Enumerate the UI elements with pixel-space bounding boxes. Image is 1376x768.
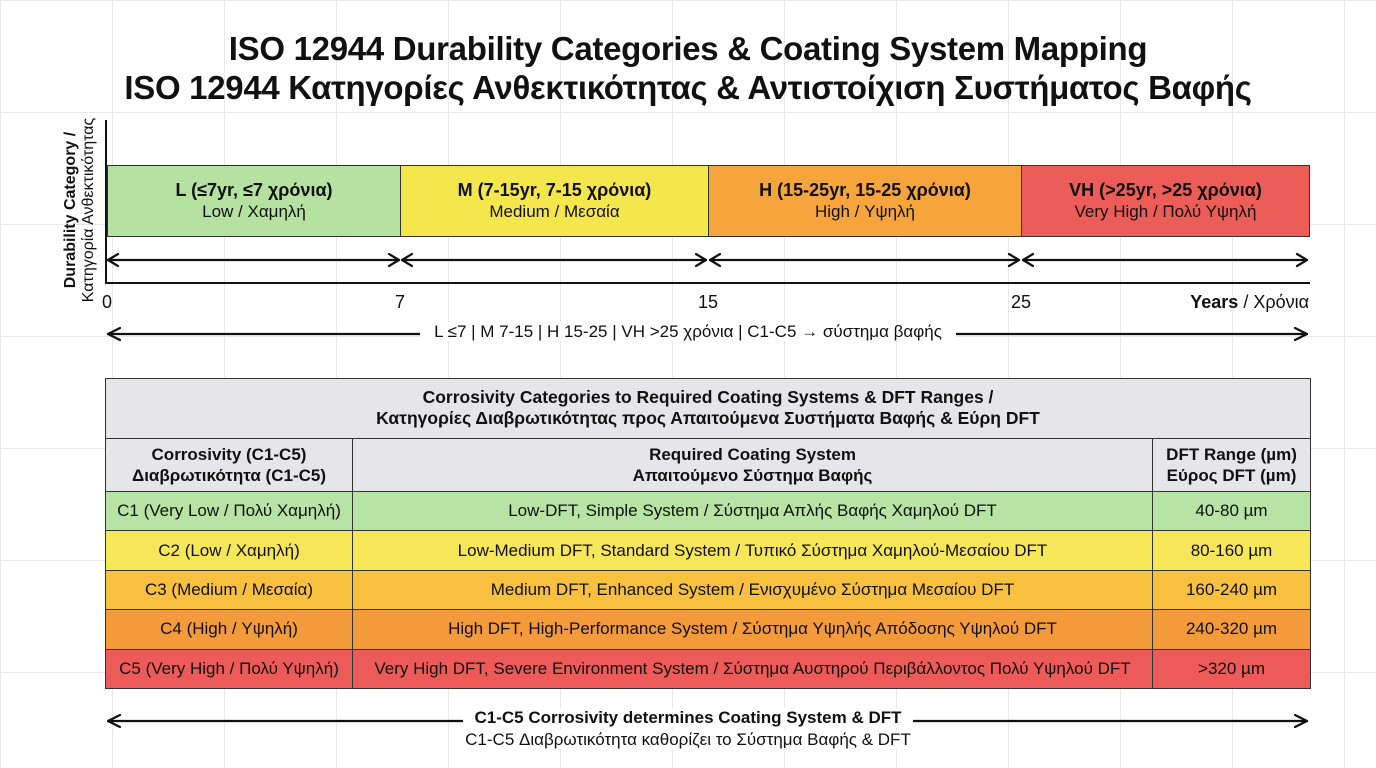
footer-line-gr: C1-C5 Διαβρωτικότητα καθορίζει το Σύστημ… xyxy=(453,730,923,749)
cell-dft: 40-80 µm xyxy=(1151,491,1312,532)
cell-category: C2 (Low / Χαμηλή) xyxy=(105,530,353,571)
cell-category: C1 (Very Low / Πολύ Χαμηλή) xyxy=(105,491,353,532)
footer-line-en: C1-C5 Corrosivity determines Coating Sys… xyxy=(462,708,914,727)
table-row-c3: C3 (Medium / Μεσαία) Medium DFT, Enhance… xyxy=(105,569,1312,611)
x-tick-0: 0 xyxy=(101,292,113,312)
x-unit-gr: / Χρόνια xyxy=(1238,292,1309,312)
band-low: L (≤7yr, ≤7 χρόνια) Low / Χαμηλή xyxy=(107,165,401,237)
cell-category: C3 (Medium / Μεσαία) xyxy=(105,569,353,611)
cell-system: Low-Medium DFT, Standard System / Τυπικό… xyxy=(352,530,1153,571)
x-axis-unit: Years / Χρόνια xyxy=(1190,292,1309,313)
col-header-dft: DFT Range (µm) Εύρος DFT (µm) xyxy=(1151,437,1312,493)
x-tick-7: 7 xyxy=(394,292,406,312)
band-very-high-sublabel: Very High / Πολύ Υψηλή xyxy=(1074,202,1257,221)
band-very-high: VH (>25yr, >25 χρόνια) Very High / Πολύ … xyxy=(1021,165,1310,237)
col-header-corrosivity-gr: Διαβρωτικότητα (C1-C5) xyxy=(131,465,326,485)
col-header-corrosivity-en: Corrosivity (C1-C5) xyxy=(151,444,307,464)
band-high: H (15-25yr, 15-25 χρόνια) High / Υψηλή xyxy=(708,165,1022,237)
band-medium-sublabel: Medium / Μεσαία xyxy=(489,202,620,221)
y-axis-line xyxy=(105,120,107,284)
page-subtitle: ISO 12944 Κατηγορίες Ανθεκτικότητας & Αν… xyxy=(124,69,1252,106)
cell-system: High DFT, High-Performance System / Σύστ… xyxy=(352,609,1153,650)
table-row-c1: C1 (Very Low / Πολύ Χαμηλή) Low-DFT, Sim… xyxy=(105,491,1312,532)
cell-category: C5 (Very High / Πολύ Υψηλή) xyxy=(105,648,353,690)
cell-dft: >320 µm xyxy=(1151,648,1312,690)
table-row-c2: C2 (Low / Χαμηλή) Low-Medium DFT, Standa… xyxy=(105,530,1312,571)
col-header-corrosivity: Corrosivity (C1-C5) Διαβρωτικότητα (C1-C… xyxy=(105,437,353,493)
table-row-c4: C4 (High / Υψηλή) High DFT, High-Perform… xyxy=(105,609,1312,650)
table-title: Corrosivity Categories to Required Coati… xyxy=(104,378,1312,439)
table-title-en: Corrosivity Categories to Required Coati… xyxy=(422,387,994,408)
col-header-dft-en: DFT Range (µm) xyxy=(1166,444,1297,464)
page-title: ISO 12944 Durability Categories & Coatin… xyxy=(228,30,1148,67)
cell-dft: 160-240 µm xyxy=(1151,569,1312,611)
band-low-label: L (≤7yr, ≤7 χρόνια) xyxy=(175,180,333,200)
col-header-dft-gr: Εύρος DFT (µm) xyxy=(1166,465,1297,485)
band-high-sublabel: High / Υψηλή xyxy=(815,202,915,221)
band-low-sublabel: Low / Χαμηλή xyxy=(202,202,306,221)
timeline-summary-text: L ≤7 | M 7-15 | H 15-25 | VH >25 χρόνια … xyxy=(420,322,956,341)
col-header-system: Required Coating System Απαιτούμενο Σύστ… xyxy=(352,437,1153,493)
x-axis-line xyxy=(105,282,1310,284)
x-tick-25: 25 xyxy=(1010,292,1032,312)
col-header-system-gr: Απαιτούμενο Σύστημα Βαφής xyxy=(632,465,873,485)
table-row-c5: C5 (Very High / Πολύ Υψηλή) Very High DF… xyxy=(105,648,1312,690)
corrosivity-table: Corrosivity Categories to Required Coati… xyxy=(104,378,1312,690)
x-unit-en: Years xyxy=(1190,292,1239,312)
cell-system: Very High DFT, Severe Environment System… xyxy=(352,648,1153,690)
cell-system: Medium DFT, Enhanced System / Ενισχυμένο… xyxy=(352,569,1153,611)
cell-category: C4 (High / Υψηλή) xyxy=(105,609,353,650)
footer-note: C1-C5 Corrosivity determines Coating Sys… xyxy=(0,707,1376,751)
cell-dft: 240-320 µm xyxy=(1151,609,1312,650)
timeline-summary: L ≤7 | M 7-15 | H 15-25 | VH >25 χρόνια … xyxy=(0,322,1376,342)
cell-system: Low-DFT, Simple System / Σύστημα Απλής Β… xyxy=(352,491,1153,532)
band-high-label: H (15-25yr, 15-25 χρόνια) xyxy=(759,180,971,200)
band-medium-label: M (7-15yr, 7-15 χρόνια) xyxy=(457,180,652,200)
band-very-high-label: VH (>25yr, >25 χρόνια) xyxy=(1069,180,1262,200)
table-title-gr: Κατηγορίες Διαβρωτικότητας προς Απαιτούμ… xyxy=(376,408,1040,429)
x-tick-15: 15 xyxy=(697,292,719,312)
col-header-system-en: Required Coating System xyxy=(649,444,856,464)
cell-dft: 80-160 µm xyxy=(1151,530,1312,571)
